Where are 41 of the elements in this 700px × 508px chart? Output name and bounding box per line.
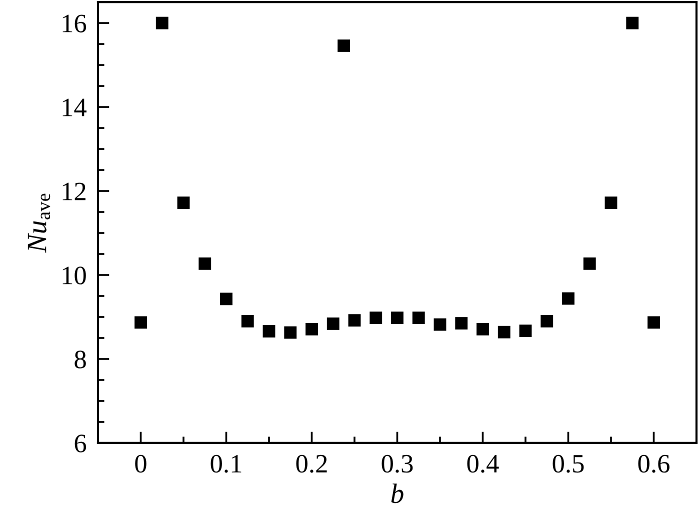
y-axis-title: Nu$_{ave}$ xyxy=(28,194,50,253)
point xyxy=(348,314,361,327)
point xyxy=(562,292,574,305)
point xyxy=(220,292,232,306)
y-tick-label: 12 xyxy=(62,182,86,200)
y-tick-label: 10 xyxy=(62,266,86,284)
point xyxy=(540,314,554,328)
point xyxy=(476,322,489,336)
x-tick-label: 0.4 xyxy=(467,454,499,473)
point xyxy=(455,317,468,330)
point xyxy=(519,324,532,338)
point xyxy=(284,326,297,339)
point xyxy=(648,316,660,329)
x-tick-label: 0.2 xyxy=(296,454,327,473)
point xyxy=(370,312,382,324)
point xyxy=(412,312,425,324)
point xyxy=(391,312,404,324)
point xyxy=(434,318,446,331)
point xyxy=(498,326,510,338)
y-tick-label: 6 xyxy=(74,434,86,452)
point xyxy=(338,39,350,52)
x-tick-label: 0.3 xyxy=(382,454,413,473)
point xyxy=(177,196,190,209)
point xyxy=(604,196,618,209)
point xyxy=(306,322,318,336)
x-tick-label: 0 xyxy=(135,454,146,473)
y-tick-label: 14 xyxy=(62,98,86,116)
x-tick-label: 0.1 xyxy=(210,454,242,473)
x-axis-title: b xyxy=(391,484,404,504)
point xyxy=(198,257,212,270)
point xyxy=(626,16,639,30)
point xyxy=(262,325,276,338)
x-tick-label: 0.5 xyxy=(552,454,584,473)
point xyxy=(326,318,340,330)
x-tick-label: 0.6 xyxy=(638,454,670,473)
y-tick-label: 8 xyxy=(74,350,86,368)
point xyxy=(156,16,168,30)
point xyxy=(241,314,254,328)
y-tick-label: 16 xyxy=(62,14,86,32)
point xyxy=(583,257,596,270)
point xyxy=(134,316,147,329)
